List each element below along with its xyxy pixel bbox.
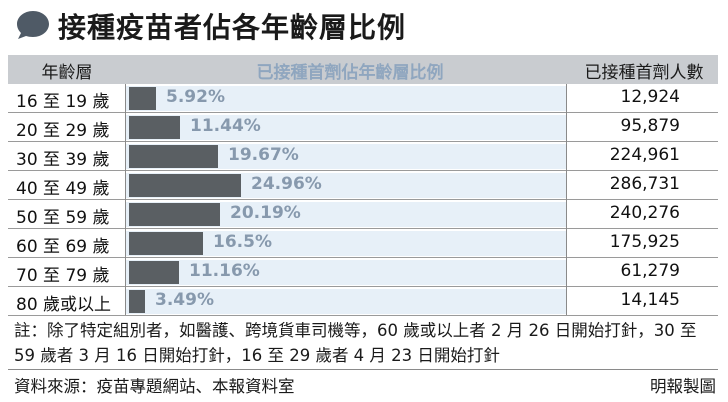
row-divider xyxy=(8,141,718,142)
age-label: 40 至 49 歲 xyxy=(16,179,110,199)
count-value: 224,961 xyxy=(609,145,680,165)
age-label: 16 至 19 歲 xyxy=(16,92,110,112)
percentage-label: 11.44% xyxy=(190,116,261,136)
count-value: 286,731 xyxy=(609,174,680,194)
bar xyxy=(129,87,156,110)
row-divider xyxy=(8,286,718,287)
table-row: 70 至 79 歲 11.16% 61,279 xyxy=(8,258,718,287)
count-value: 14,145 xyxy=(620,290,680,310)
speech-bubble-icon xyxy=(17,11,49,39)
title-row: 接種疫苗者佔各年齡層比例 xyxy=(0,0,728,52)
table-row: 16 至 19 歲 5.92% 12,924 xyxy=(8,84,718,113)
column-divider xyxy=(566,84,567,315)
chart-title: 接種疫苗者佔各年齡層比例 xyxy=(58,11,407,44)
row-divider xyxy=(8,257,718,258)
bar-background xyxy=(126,86,566,111)
table-row: 60 至 69 歲 16.5% 175,925 xyxy=(8,229,718,258)
row-divider xyxy=(8,315,718,316)
count-value: 61,279 xyxy=(620,261,680,281)
table-row: 50 至 59 歲 20.19% 240,276 xyxy=(8,200,718,229)
bar xyxy=(129,290,145,313)
bar xyxy=(129,174,241,197)
percentage-label: 19.67% xyxy=(228,145,299,165)
row-divider xyxy=(8,228,718,229)
source-text: 資料來源：疫苗專題網站、本報資料室 xyxy=(14,377,295,396)
table-row: 40 至 49 歲 24.96% 286,731 xyxy=(8,171,718,200)
percentage-label: 20.19% xyxy=(230,203,301,223)
header-age: 年齡層 xyxy=(41,63,93,83)
bar-background xyxy=(126,115,566,140)
table-row: 80 歲或以上 3.49% 14,145 xyxy=(8,287,718,316)
row-divider xyxy=(8,170,718,171)
age-label: 60 至 69 歲 xyxy=(16,237,110,257)
bar xyxy=(129,232,203,255)
bar-background xyxy=(126,260,566,285)
age-label: 80 歲或以上 xyxy=(16,295,112,315)
percentage-label: 16.5% xyxy=(213,232,272,252)
row-divider xyxy=(8,199,718,200)
column-divider xyxy=(125,84,126,315)
bar xyxy=(129,116,180,139)
count-value: 175,925 xyxy=(609,232,680,252)
percentage-label: 11.16% xyxy=(189,261,260,281)
row-divider xyxy=(8,112,718,113)
count-value: 240,276 xyxy=(609,203,680,223)
age-label: 70 至 79 歲 xyxy=(16,266,110,286)
age-label: 30 至 39 歲 xyxy=(16,150,110,170)
bar xyxy=(129,261,179,284)
footnote: 註：除了特定組別者，如醫護、跨境貨車司機等，60 歲或以上者 2 月 26 日開… xyxy=(14,321,697,365)
header-count: 已接種首劑人數 xyxy=(584,63,704,83)
header-percentage: 已接種首劑佔年齡層比例 xyxy=(256,63,444,83)
count-value: 12,924 xyxy=(620,87,680,107)
bar xyxy=(129,145,218,168)
age-label: 20 至 29 歲 xyxy=(16,121,110,141)
table-row: 30 至 39 歲 19.67% 224,961 xyxy=(8,142,718,171)
table-row: 20 至 29 歲 11.44% 95,879 xyxy=(8,113,718,142)
percentage-label: 3.49% xyxy=(155,290,214,310)
credit-text: 明報製圖 xyxy=(650,377,716,396)
divider xyxy=(8,369,718,370)
age-label: 50 至 59 歲 xyxy=(16,208,110,228)
table-header: 年齡層 已接種首劑佔年齡層比例 已接種首劑人數 xyxy=(8,55,718,84)
percentage-label: 5.92% xyxy=(166,87,225,107)
percentage-label: 24.96% xyxy=(251,174,322,194)
bar-background xyxy=(126,289,566,314)
count-value: 95,879 xyxy=(620,116,680,136)
bar xyxy=(129,203,220,226)
